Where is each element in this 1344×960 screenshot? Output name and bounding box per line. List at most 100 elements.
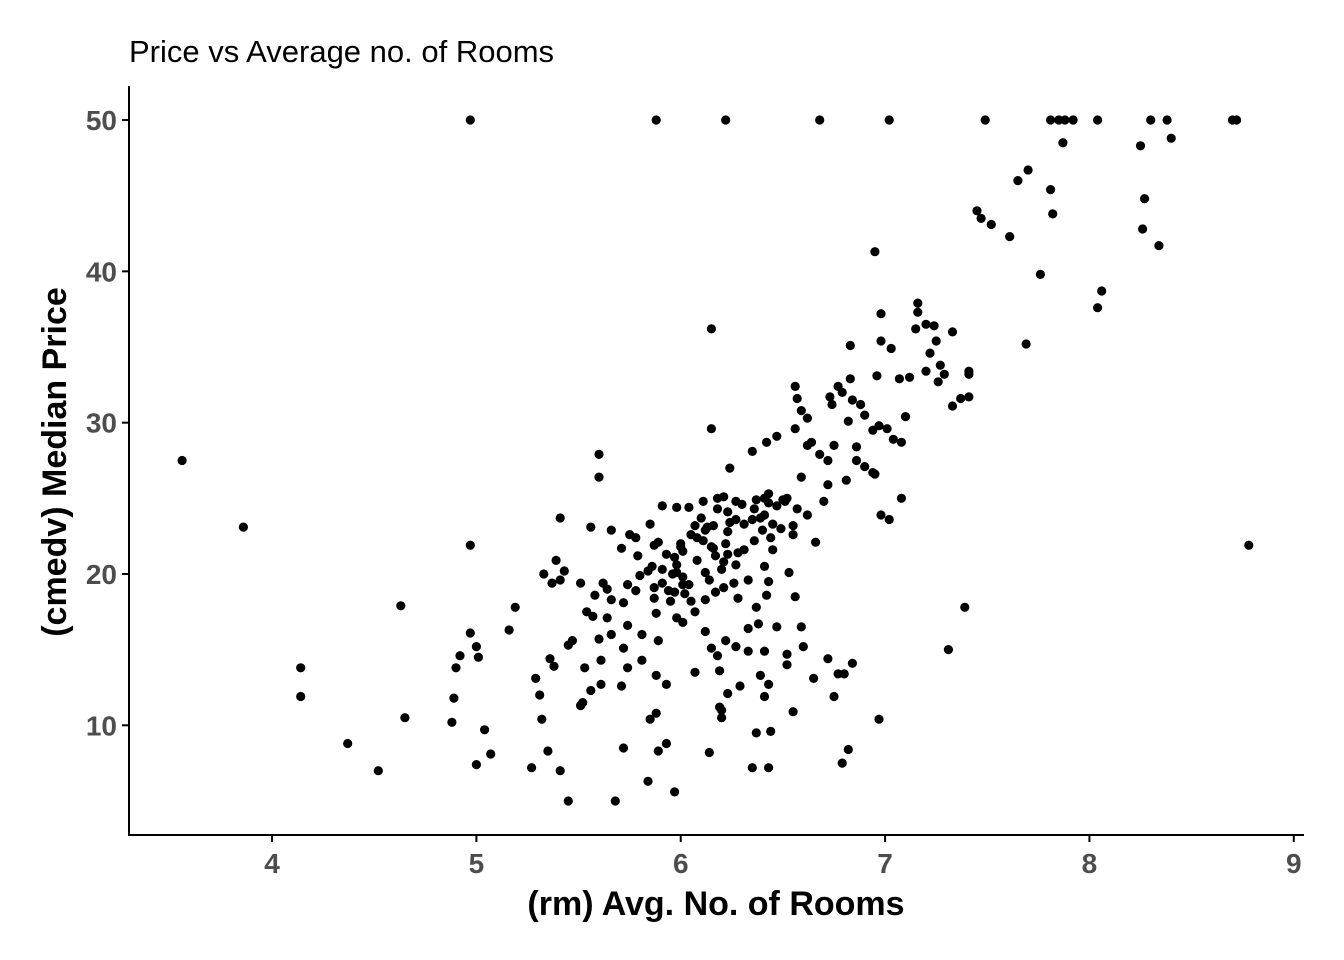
data-point — [690, 667, 700, 677]
data-point — [661, 549, 672, 559]
data-point — [296, 663, 306, 673]
data-point — [768, 545, 778, 555]
data-point — [563, 640, 573, 650]
data-point — [776, 524, 786, 534]
data-point — [661, 679, 672, 690]
data-point — [704, 575, 714, 585]
data-point — [847, 658, 858, 668]
data-point — [743, 623, 753, 634]
data-point — [510, 602, 520, 612]
data-point — [986, 219, 996, 230]
data-point — [700, 595, 710, 605]
data-point — [839, 669, 849, 679]
data-point — [672, 560, 682, 570]
data-point — [717, 705, 727, 715]
data-point — [618, 743, 629, 753]
data-point — [486, 749, 496, 759]
data-point — [637, 655, 647, 665]
data-point — [766, 533, 776, 543]
data-point — [739, 545, 749, 555]
data-point — [757, 525, 768, 535]
data-point — [657, 578, 667, 588]
data-point — [686, 596, 696, 606]
data-point — [721, 115, 731, 125]
data-point — [764, 679, 774, 690]
data-point — [823, 480, 833, 490]
data-point — [555, 766, 565, 776]
data-point — [725, 517, 735, 528]
data-point — [531, 673, 541, 684]
data-point — [618, 598, 629, 608]
data-point — [618, 643, 629, 653]
data-point — [649, 583, 659, 593]
data-point — [811, 537, 821, 547]
data-point — [743, 575, 753, 585]
data-point — [778, 495, 788, 505]
data-point — [943, 645, 954, 655]
data-point — [623, 620, 633, 631]
data-point — [751, 495, 761, 505]
data-point — [947, 401, 958, 411]
data-point — [1046, 185, 1056, 195]
data-point — [400, 713, 410, 723]
data-point — [751, 602, 761, 612]
data-point — [731, 642, 741, 652]
data-point — [876, 309, 886, 319]
data-point — [884, 514, 894, 525]
data-point — [792, 393, 802, 404]
data-point — [471, 642, 481, 652]
data-point — [473, 652, 483, 662]
data-point — [610, 796, 620, 806]
data-point — [782, 649, 792, 659]
data-point — [396, 601, 406, 611]
data-point — [739, 519, 749, 529]
data-point — [651, 115, 661, 125]
data-point — [539, 569, 549, 579]
data-point — [657, 501, 667, 511]
data-point — [790, 424, 800, 434]
data-point — [635, 570, 645, 581]
data-point — [606, 629, 616, 640]
x-axis-title: (rm) Avg. No. of Rooms — [527, 885, 904, 923]
data-point — [551, 555, 561, 566]
data-point — [788, 707, 798, 717]
data-point — [704, 747, 714, 758]
data-point — [692, 533, 702, 543]
data-point — [870, 469, 880, 479]
data-point — [471, 760, 481, 770]
data-point — [1023, 165, 1033, 175]
data-point — [823, 455, 833, 466]
data-point — [710, 587, 721, 597]
x-axis-ticks: 4 5 6 7 8 9 — [264, 835, 1302, 879]
data-point — [661, 738, 672, 749]
data-point — [972, 206, 982, 216]
data-point — [606, 525, 616, 535]
data-point — [929, 321, 939, 331]
data-point — [653, 636, 663, 646]
data-point — [1093, 303, 1103, 313]
data-point — [723, 507, 733, 517]
data-point — [755, 513, 766, 523]
data-point — [698, 496, 708, 506]
data-point — [549, 661, 559, 671]
data-point — [759, 691, 770, 702]
data-point — [843, 416, 853, 426]
data-point — [825, 392, 835, 402]
data-point — [480, 725, 490, 735]
data-point — [596, 655, 606, 665]
data-point — [451, 663, 461, 673]
data-point — [860, 410, 870, 420]
data-point — [790, 381, 800, 391]
data-point — [670, 787, 680, 797]
data-point — [768, 519, 778, 529]
data-point — [964, 369, 974, 379]
data-point — [676, 542, 686, 552]
data-point — [651, 670, 661, 681]
data-point — [690, 607, 700, 617]
data-point — [809, 673, 819, 684]
data-point — [712, 504, 723, 514]
data-point — [606, 595, 616, 605]
data-point — [913, 298, 923, 308]
data-point — [602, 584, 612, 594]
